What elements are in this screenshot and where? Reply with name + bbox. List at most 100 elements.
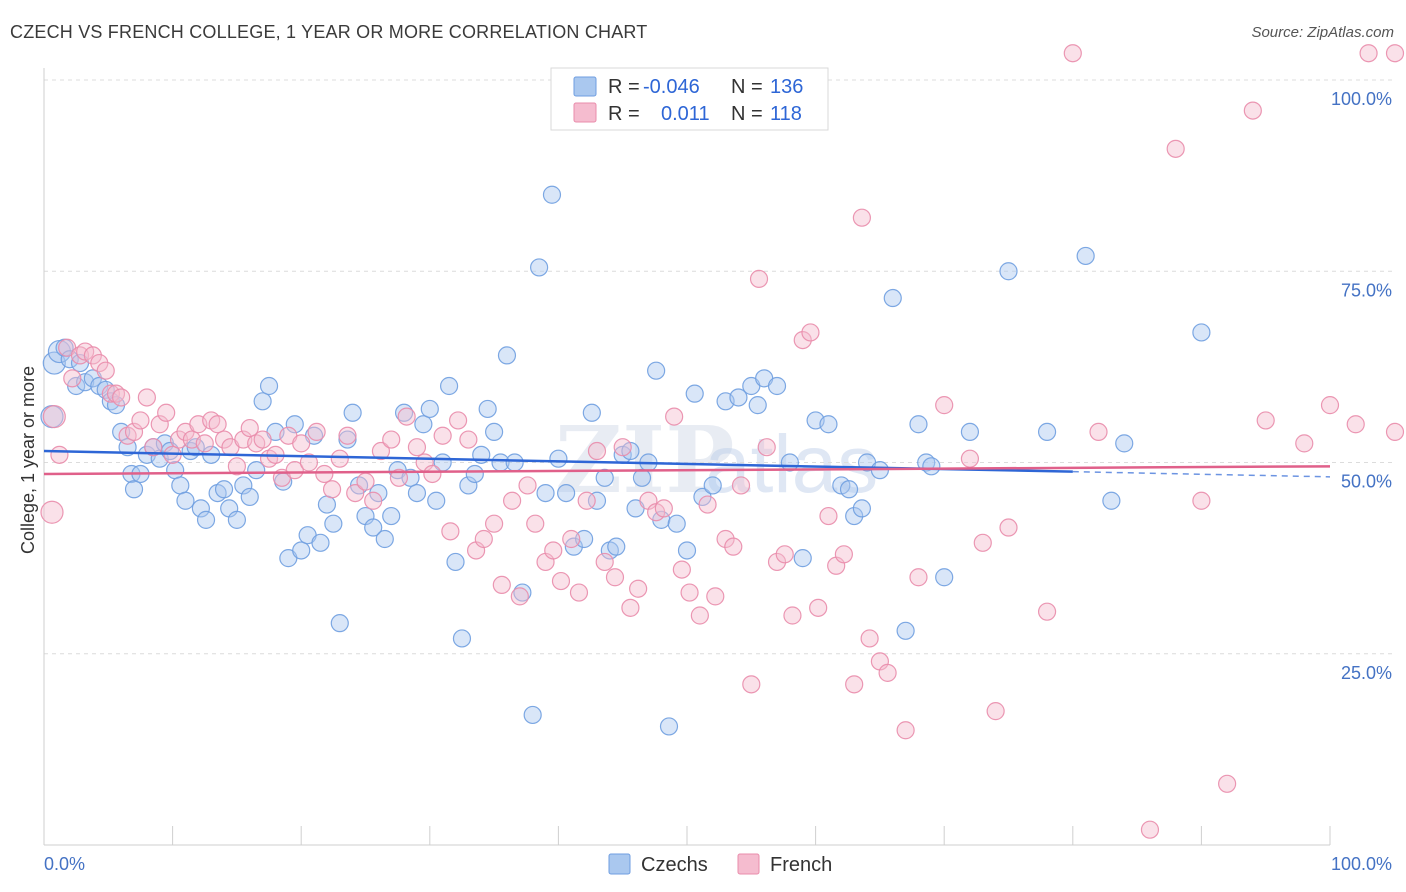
watermark-zip: ZIP — [555, 406, 734, 514]
french-point — [307, 422, 326, 441]
czech-point — [317, 495, 337, 514]
czech-point — [549, 449, 568, 468]
french-point — [621, 598, 640, 617]
french-point — [299, 453, 319, 472]
french-point — [1346, 415, 1365, 434]
czech-point — [647, 361, 666, 380]
french-point — [577, 491, 596, 510]
czech-point — [42, 351, 66, 375]
czech-point — [819, 415, 838, 434]
legend-r-label-czechs: R = — [608, 76, 640, 98]
french-point — [793, 331, 812, 350]
french-point — [613, 438, 632, 457]
french-point — [1243, 101, 1262, 120]
french-point — [208, 415, 227, 434]
legend-n-label-czechs: N = — [731, 76, 763, 98]
french-point — [706, 587, 725, 606]
french-point — [775, 545, 794, 564]
czech-point — [485, 422, 504, 441]
french-point — [371, 441, 391, 461]
x-tick-label: 0.0% — [44, 854, 85, 874]
french-point — [364, 491, 383, 510]
czech-point — [343, 403, 362, 422]
y-axis-label: College, 1 year or more — [18, 366, 38, 554]
french-point — [1218, 774, 1237, 793]
french-point — [1320, 396, 1340, 415]
chart-title: CZECH VS FRENCH COLLEGE, 1 YEAR OR MORE … — [10, 22, 648, 42]
czech-point — [852, 499, 871, 518]
czech-point — [259, 376, 279, 396]
legend-swatch-czechs — [573, 76, 597, 97]
french-point — [492, 575, 511, 595]
legend-n-value-french: 118 — [770, 103, 802, 125]
french-point — [112, 388, 131, 407]
y-tick-label: 100.0% — [1331, 89, 1392, 109]
french-point — [757, 438, 776, 457]
french-point — [382, 430, 401, 449]
czech-point — [1102, 491, 1121, 510]
series-czechs-points — [40, 185, 1211, 736]
french-point — [1063, 44, 1082, 63]
french-point — [724, 537, 743, 556]
czech-point — [234, 476, 253, 495]
french-point — [338, 426, 357, 445]
french-point — [1192, 491, 1211, 510]
czech-point — [909, 415, 928, 434]
czech-point — [523, 705, 542, 725]
czech-point — [845, 506, 864, 526]
french-point — [960, 449, 980, 468]
french-point — [397, 407, 416, 426]
czech-point — [729, 388, 748, 407]
french-point — [562, 529, 581, 549]
bottom-legend-swatch-czechs — [608, 853, 631, 875]
french-point — [322, 480, 342, 499]
french-point — [783, 606, 802, 625]
czech-point — [124, 480, 144, 499]
french-point — [389, 468, 409, 487]
czech-point — [375, 529, 394, 549]
czech-point — [439, 376, 459, 396]
french-point — [973, 533, 992, 552]
french-point — [1385, 44, 1405, 63]
legend-box — [550, 67, 829, 131]
french-point — [227, 457, 246, 476]
french-point — [716, 529, 735, 549]
czech-point — [497, 346, 517, 365]
french-point — [878, 663, 897, 682]
french-point — [629, 579, 648, 598]
czech-point — [407, 484, 427, 503]
czech-point — [446, 552, 465, 572]
french-point — [809, 598, 828, 617]
french-point — [672, 560, 691, 579]
french-point — [749, 269, 769, 288]
tick-labels: 100.0% 75.0% 50.0% 25.0% 0.0% 100.0% — [44, 89, 1392, 874]
french-point — [50, 445, 69, 464]
czech-point — [227, 510, 246, 529]
french-point — [587, 441, 607, 461]
french-point — [423, 464, 442, 484]
french-point — [860, 629, 879, 648]
czech-point — [536, 484, 555, 503]
czech-point — [191, 499, 210, 518]
czech-point — [1037, 422, 1057, 441]
french-point — [845, 675, 864, 694]
gridlines — [44, 79, 1392, 655]
french-point — [1256, 411, 1275, 430]
bottom-legend-label-french: French — [770, 854, 832, 876]
french-point — [1037, 602, 1057, 621]
french-point — [986, 702, 1005, 721]
french-point — [485, 514, 504, 533]
correlation-legend: R = -0.046 N = 136 R = 0.011 N = 118 — [550, 67, 829, 131]
french-point — [999, 518, 1018, 537]
czech-point — [935, 568, 954, 587]
czech-point — [575, 529, 594, 549]
czech-point — [1076, 246, 1095, 266]
czech-point — [883, 288, 902, 308]
czech-point — [1115, 434, 1134, 453]
french-point — [253, 430, 272, 449]
bottom-legend-swatch-french — [737, 853, 760, 875]
french-point — [1140, 820, 1160, 839]
czech-point — [196, 510, 216, 529]
czech-point — [176, 491, 195, 510]
